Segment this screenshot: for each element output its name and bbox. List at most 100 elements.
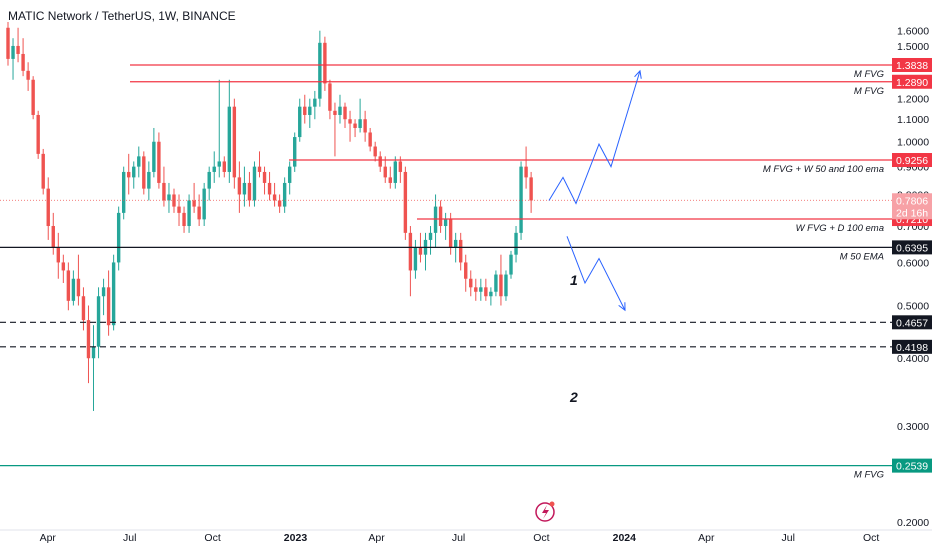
level-price-label: 0.9256 [896,155,928,167]
candle-body [217,161,221,167]
candle-body [31,79,35,115]
candle-body [479,287,483,292]
y-tick-label: 0.5000 [897,301,929,313]
candle-body [192,200,196,207]
candle-body [272,194,277,201]
candle-body [46,188,50,227]
x-tick-label: Oct [204,532,220,544]
level-annotation: M FVG + W 50 and 100 ema [763,164,884,175]
level-price-label: 0.4657 [896,317,928,329]
candle-body [428,232,433,240]
candle-body [121,171,126,213]
candle-body [16,45,20,54]
candle-body [252,166,257,201]
candle-body [313,98,317,107]
y-tick-label: 0.2000 [897,517,929,529]
current-price-label: 0.7806 [896,195,928,207]
candle-body [303,106,307,115]
candle-body [81,296,86,321]
level-price-label: 0.4198 [896,342,928,354]
candle-body [378,156,382,167]
level-annotation: M FVG [854,69,884,80]
candle-body [36,114,40,154]
candle-body [453,239,458,248]
candle-body [383,166,387,178]
event-dot-icon [549,501,555,507]
level-annotation: M 50 EMA [840,251,884,262]
y-tick-label: 1.1000 [897,114,929,126]
candle-body [111,262,116,326]
candle-body [338,106,342,115]
x-tick-label: 2023 [284,532,308,544]
candle-body [323,42,327,84]
candle-body [237,177,242,195]
y-tick-label: 1.5000 [897,41,929,53]
x-tick-label: Jul [782,532,795,544]
level-price-label: 1.2890 [896,77,928,89]
candle-body [127,171,131,178]
candle-body [499,274,503,297]
current-price-badge [892,193,932,220]
candle-body [61,262,66,271]
level-price-label: 1.3838 [896,60,928,72]
candle-body [388,177,392,183]
candle-body [157,141,161,183]
candle-body [232,106,237,178]
candle-body [147,171,151,189]
candle-body [177,206,181,213]
candle-body [418,247,423,255]
x-tick-label: Oct [533,532,549,544]
candle-body [333,110,337,115]
event-icon[interactable] [535,501,555,522]
candle-body [116,212,121,263]
y-tick-label: 1.2000 [897,94,929,106]
candle-body [26,70,30,80]
candle-body [489,291,493,297]
lightning-icon [542,505,549,519]
candle-body [182,212,186,227]
candle-body [66,270,71,301]
candle-body [167,194,171,201]
candle-body [76,278,81,297]
candle-body [408,232,413,271]
candle-body [438,206,443,227]
level-price-badge [892,458,932,473]
candle-body [529,177,533,201]
scenario-2-arrow [566,236,626,311]
candle-body [137,156,141,167]
candle-body [433,206,438,233]
candle-body [101,287,106,297]
candle-body [293,137,297,167]
candle-body [227,106,232,172]
chart-title: MATIC Network / TetherUS, 1W, BINANCE [8,9,236,23]
candle-body [318,42,322,99]
level-price-badge [892,339,932,354]
candle-body [242,182,247,195]
candle-body [172,194,176,207]
x-tick-label: Oct [863,532,879,544]
x-tick-label: Jul [452,532,465,544]
candle-body [207,171,211,189]
level-price-badge [892,153,932,168]
scenario-1-arrow [548,70,641,205]
candle-body [514,232,518,255]
candle-body [71,278,76,301]
candle-body [403,171,408,233]
candle-body [212,166,216,172]
candle-body [96,296,101,347]
level-annotation: W FVG + D 100 ema [796,223,884,234]
candle-body [247,182,252,201]
candle-body [459,239,463,263]
candle-body [142,156,146,189]
candle-body [41,153,45,189]
candle-body [282,182,287,207]
candle-body [469,278,473,288]
candle-body [162,182,166,201]
candle-body [393,161,398,183]
countdown-label: 2d 16h [896,207,928,219]
level-price-label: 0.6395 [896,242,928,254]
candle-body [494,274,498,292]
x-tick-label: Apr [40,532,57,544]
candle-body [56,247,60,263]
